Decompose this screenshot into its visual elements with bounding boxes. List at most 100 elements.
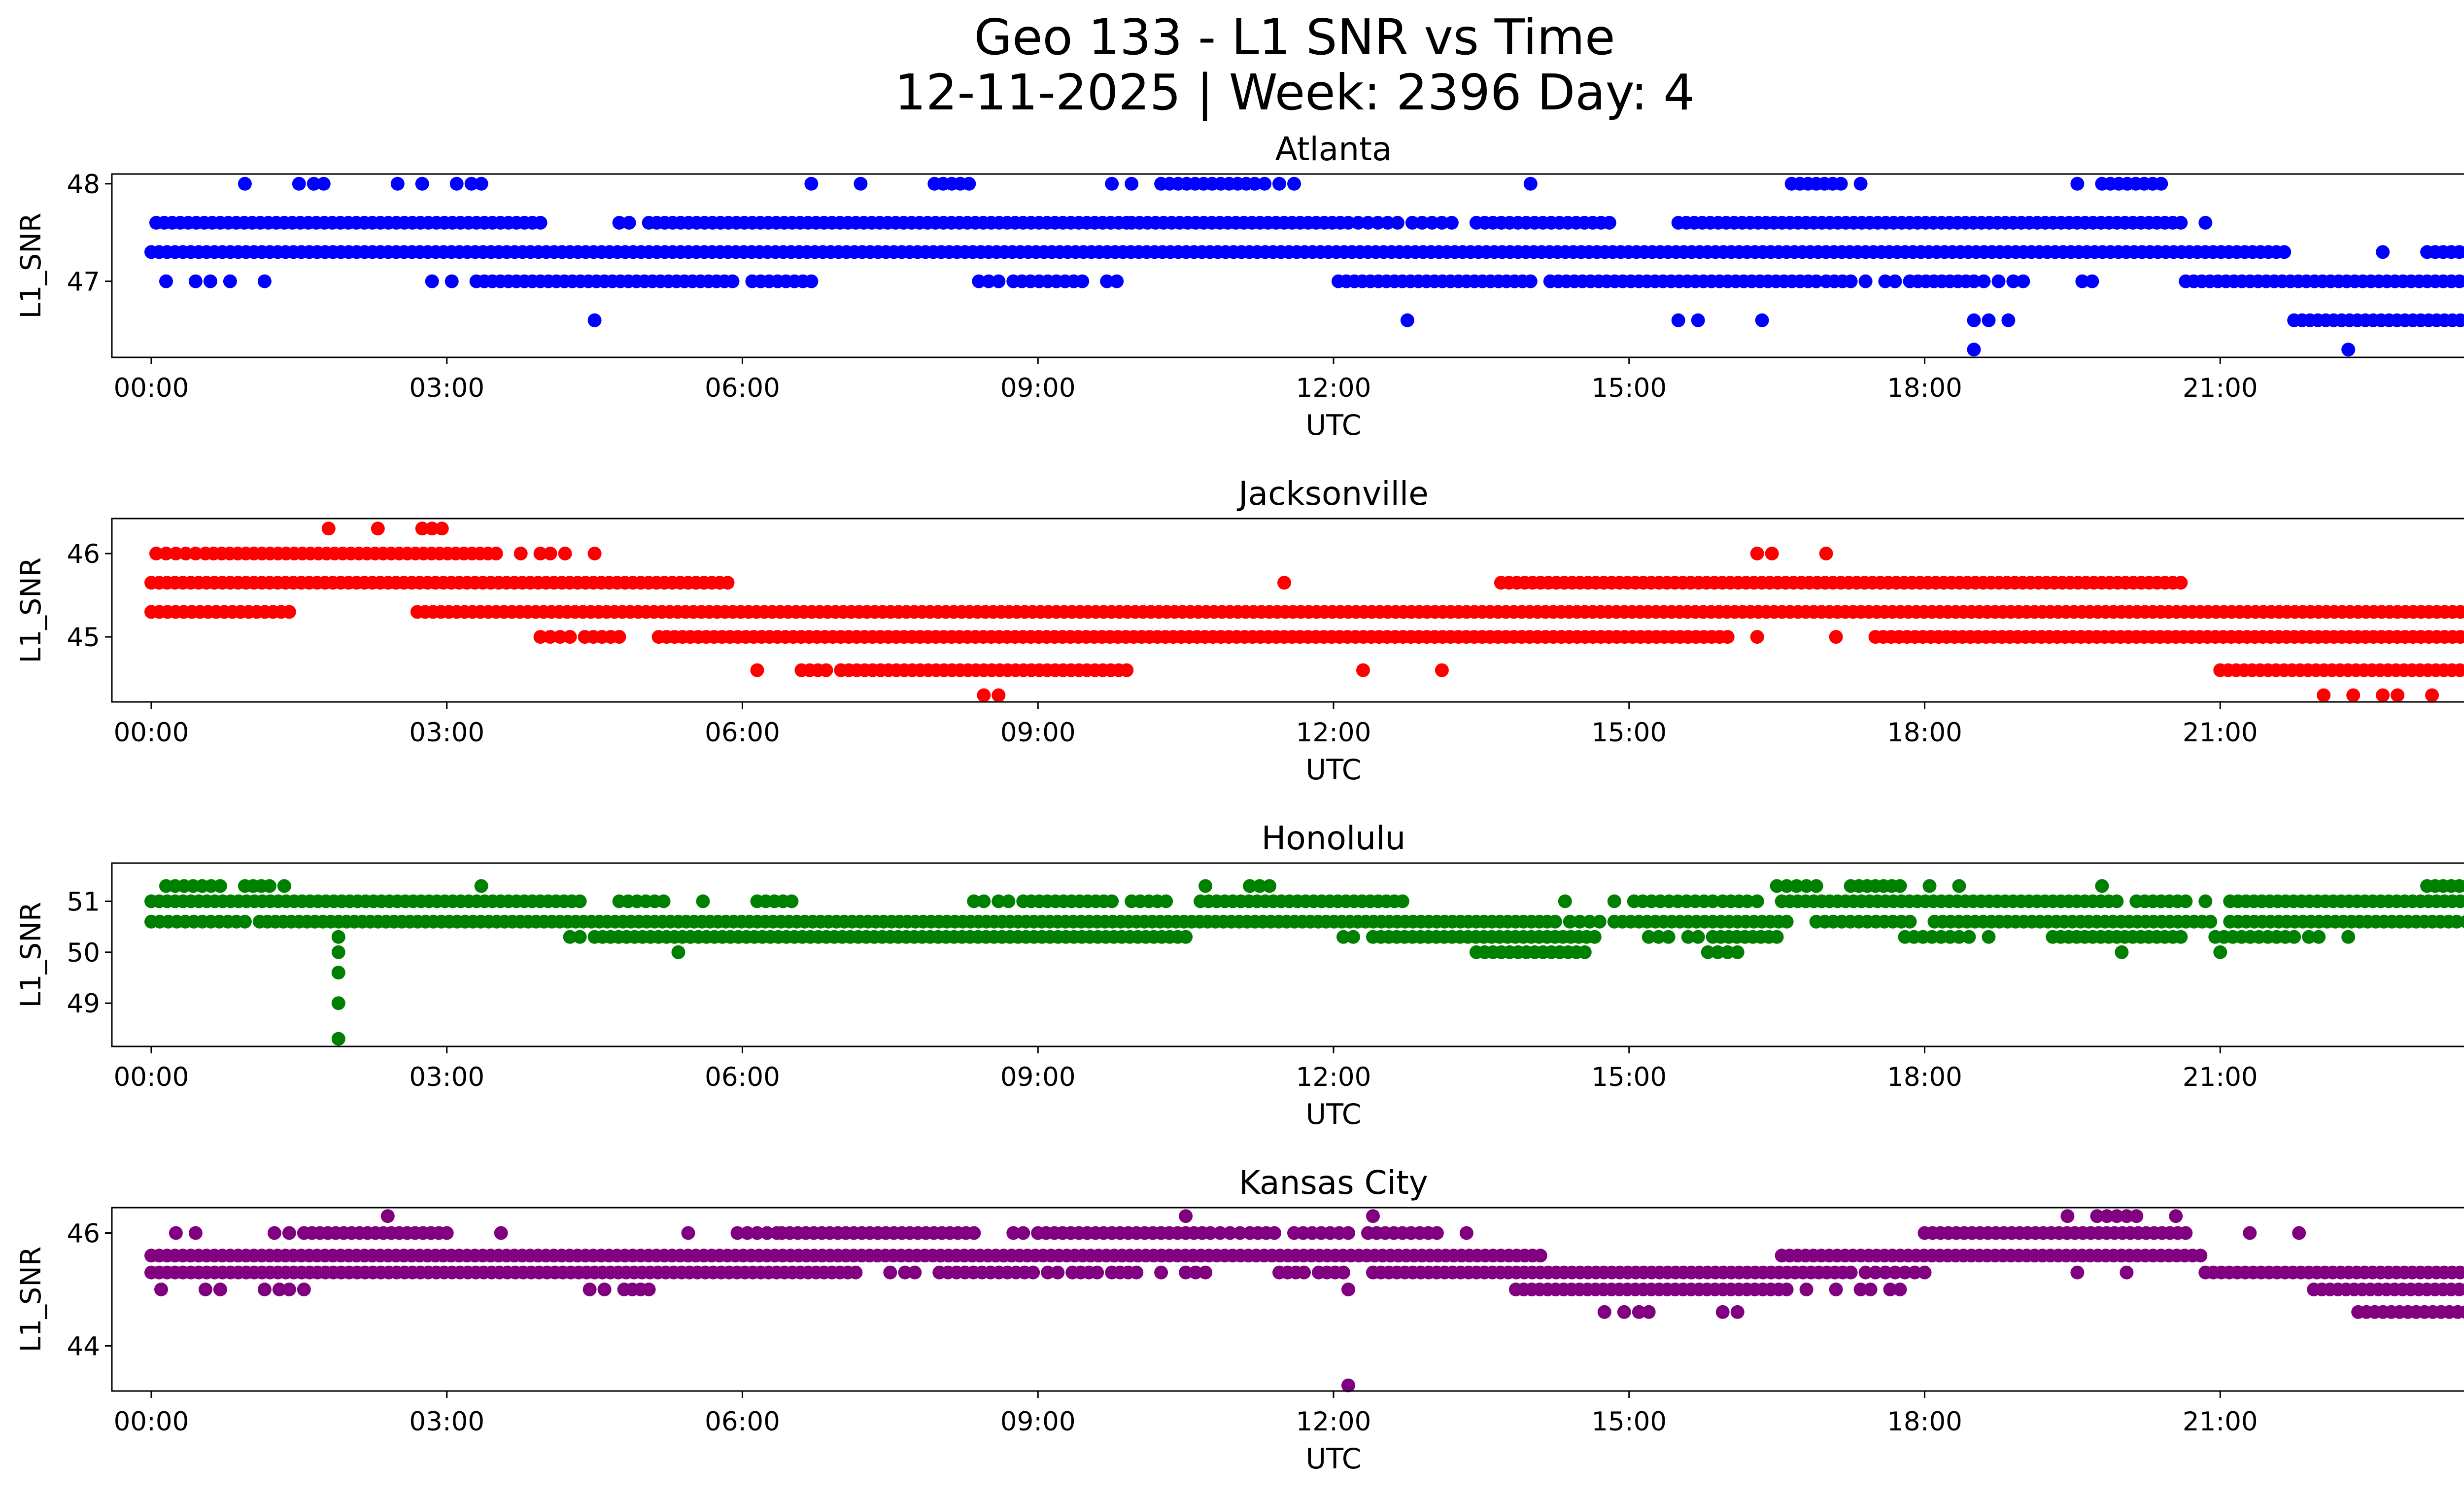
data-point (1597, 1305, 1611, 1319)
data-point (558, 547, 572, 560)
data-point (1267, 1226, 1281, 1240)
data-point (1651, 930, 1666, 944)
data-point (1548, 914, 1562, 929)
data-point (2312, 930, 2326, 944)
data-point (573, 894, 587, 908)
data-point (1858, 274, 1873, 288)
data-point (671, 945, 685, 959)
data-point (1213, 1226, 1228, 1240)
x-tick-label: 09:00 (1000, 718, 1076, 748)
data-point (967, 1226, 981, 1240)
data-point (331, 930, 345, 944)
data-point (1179, 1265, 1193, 1280)
data-point (494, 1226, 508, 1240)
data-point (2341, 343, 2356, 357)
x-tick-label: 12:00 (1296, 373, 1371, 403)
data-point (563, 630, 577, 644)
data-point (553, 630, 567, 644)
data-point (1991, 274, 2006, 288)
y-axis-label: L1_SNR (15, 1247, 47, 1353)
y-tick-label: 50 (67, 938, 100, 968)
data-point (2075, 274, 2089, 288)
x-tick-label: 00:00 (114, 373, 189, 403)
data-point (962, 176, 976, 191)
data-point (750, 663, 764, 677)
x-axis-ticks: 00:00 03:00 06:00 09:00 12:00 15:00 18:00 21:00… (114, 702, 2258, 748)
data-point (2006, 274, 2020, 288)
x-tick-label: 06:00 (705, 718, 780, 748)
data-point (1573, 914, 1587, 929)
x-axis-ticks: 00:00 03:00 06:00 09:00 12:00 15:00 18:00 21:00… (114, 1391, 2258, 1437)
x-tick-label: 12:00 (1296, 1062, 1371, 1092)
data-point (1125, 176, 1139, 191)
data-point (1888, 274, 1902, 288)
data-point (1233, 1226, 1247, 1240)
data-point (2453, 663, 2464, 677)
data-point (316, 176, 331, 191)
data-point (1893, 879, 1907, 893)
data-point (543, 547, 557, 560)
data-point (1533, 1249, 1547, 1263)
plot-area-frame (111, 173, 2464, 358)
y-axis-ticks: 44 46 (67, 1219, 112, 1361)
data-point (188, 274, 203, 288)
data-point (1336, 930, 1350, 944)
data-point (267, 1226, 281, 1240)
data-point (154, 1283, 168, 1296)
data-point (2461, 631, 2464, 642)
data-point (992, 688, 1006, 702)
data-point (1888, 1265, 1902, 1280)
y-axis-label: L1_SNR (15, 213, 47, 319)
data-point (992, 274, 1006, 288)
data-point (2100, 1209, 2114, 1223)
data-point (696, 894, 710, 908)
data-point (1829, 630, 1843, 644)
data-point (178, 547, 193, 560)
data-point (1100, 274, 1114, 288)
data-point (849, 1265, 863, 1280)
data-point (2391, 688, 2405, 702)
data-point (1844, 274, 1858, 288)
data-point (2460, 1283, 2464, 1296)
data-point (1430, 1226, 1444, 1240)
data-point (1829, 1283, 1843, 1296)
subplot-title: Honolulu (1262, 819, 1406, 857)
data-point (1400, 313, 1414, 327)
x-tick-label: 18:00 (1887, 718, 1962, 748)
data-point (1750, 894, 1764, 908)
data-point (725, 274, 740, 288)
data-point (1661, 930, 1676, 944)
data-point (149, 547, 163, 560)
data-point (1336, 1265, 1350, 1280)
subplot-kansas-city: Kansas City 44 46 00:00 03:00 06:00 09:00 12:… (15, 1164, 2464, 1475)
data-point (1770, 879, 1784, 893)
data-point (1642, 1305, 1656, 1319)
data-point (612, 215, 626, 230)
data-point (1982, 930, 1996, 944)
data-point (1361, 215, 1375, 230)
data-point (371, 522, 385, 536)
data-point (292, 176, 306, 191)
scatter-points-kansas-city (144, 1209, 2464, 1392)
data-point (1006, 1226, 1021, 1240)
data-point (1720, 630, 1735, 644)
data-point (1223, 1226, 1237, 1240)
x-tick-label: 18:00 (1887, 373, 1962, 403)
data-point (908, 1265, 922, 1280)
data-point (390, 176, 405, 191)
x-axis-label: UTC (1306, 1443, 1362, 1475)
x-axis-ticks: 00:00 03:00 06:00 09:00 12:00 15:00 18:00 21:00… (114, 1046, 2258, 1092)
data-point (1671, 313, 1685, 327)
data-point (1834, 176, 1848, 191)
data-point (1632, 1305, 1646, 1319)
data-point (415, 176, 429, 191)
data-point (474, 879, 488, 893)
data-point (982, 274, 996, 288)
data-point (2243, 1226, 2257, 1240)
data-point (2115, 945, 2129, 959)
data-point (1016, 1226, 1030, 1240)
data-point (2120, 1209, 2134, 1223)
data-point (804, 274, 819, 288)
data-point (1523, 274, 1538, 288)
data-point (238, 176, 252, 191)
